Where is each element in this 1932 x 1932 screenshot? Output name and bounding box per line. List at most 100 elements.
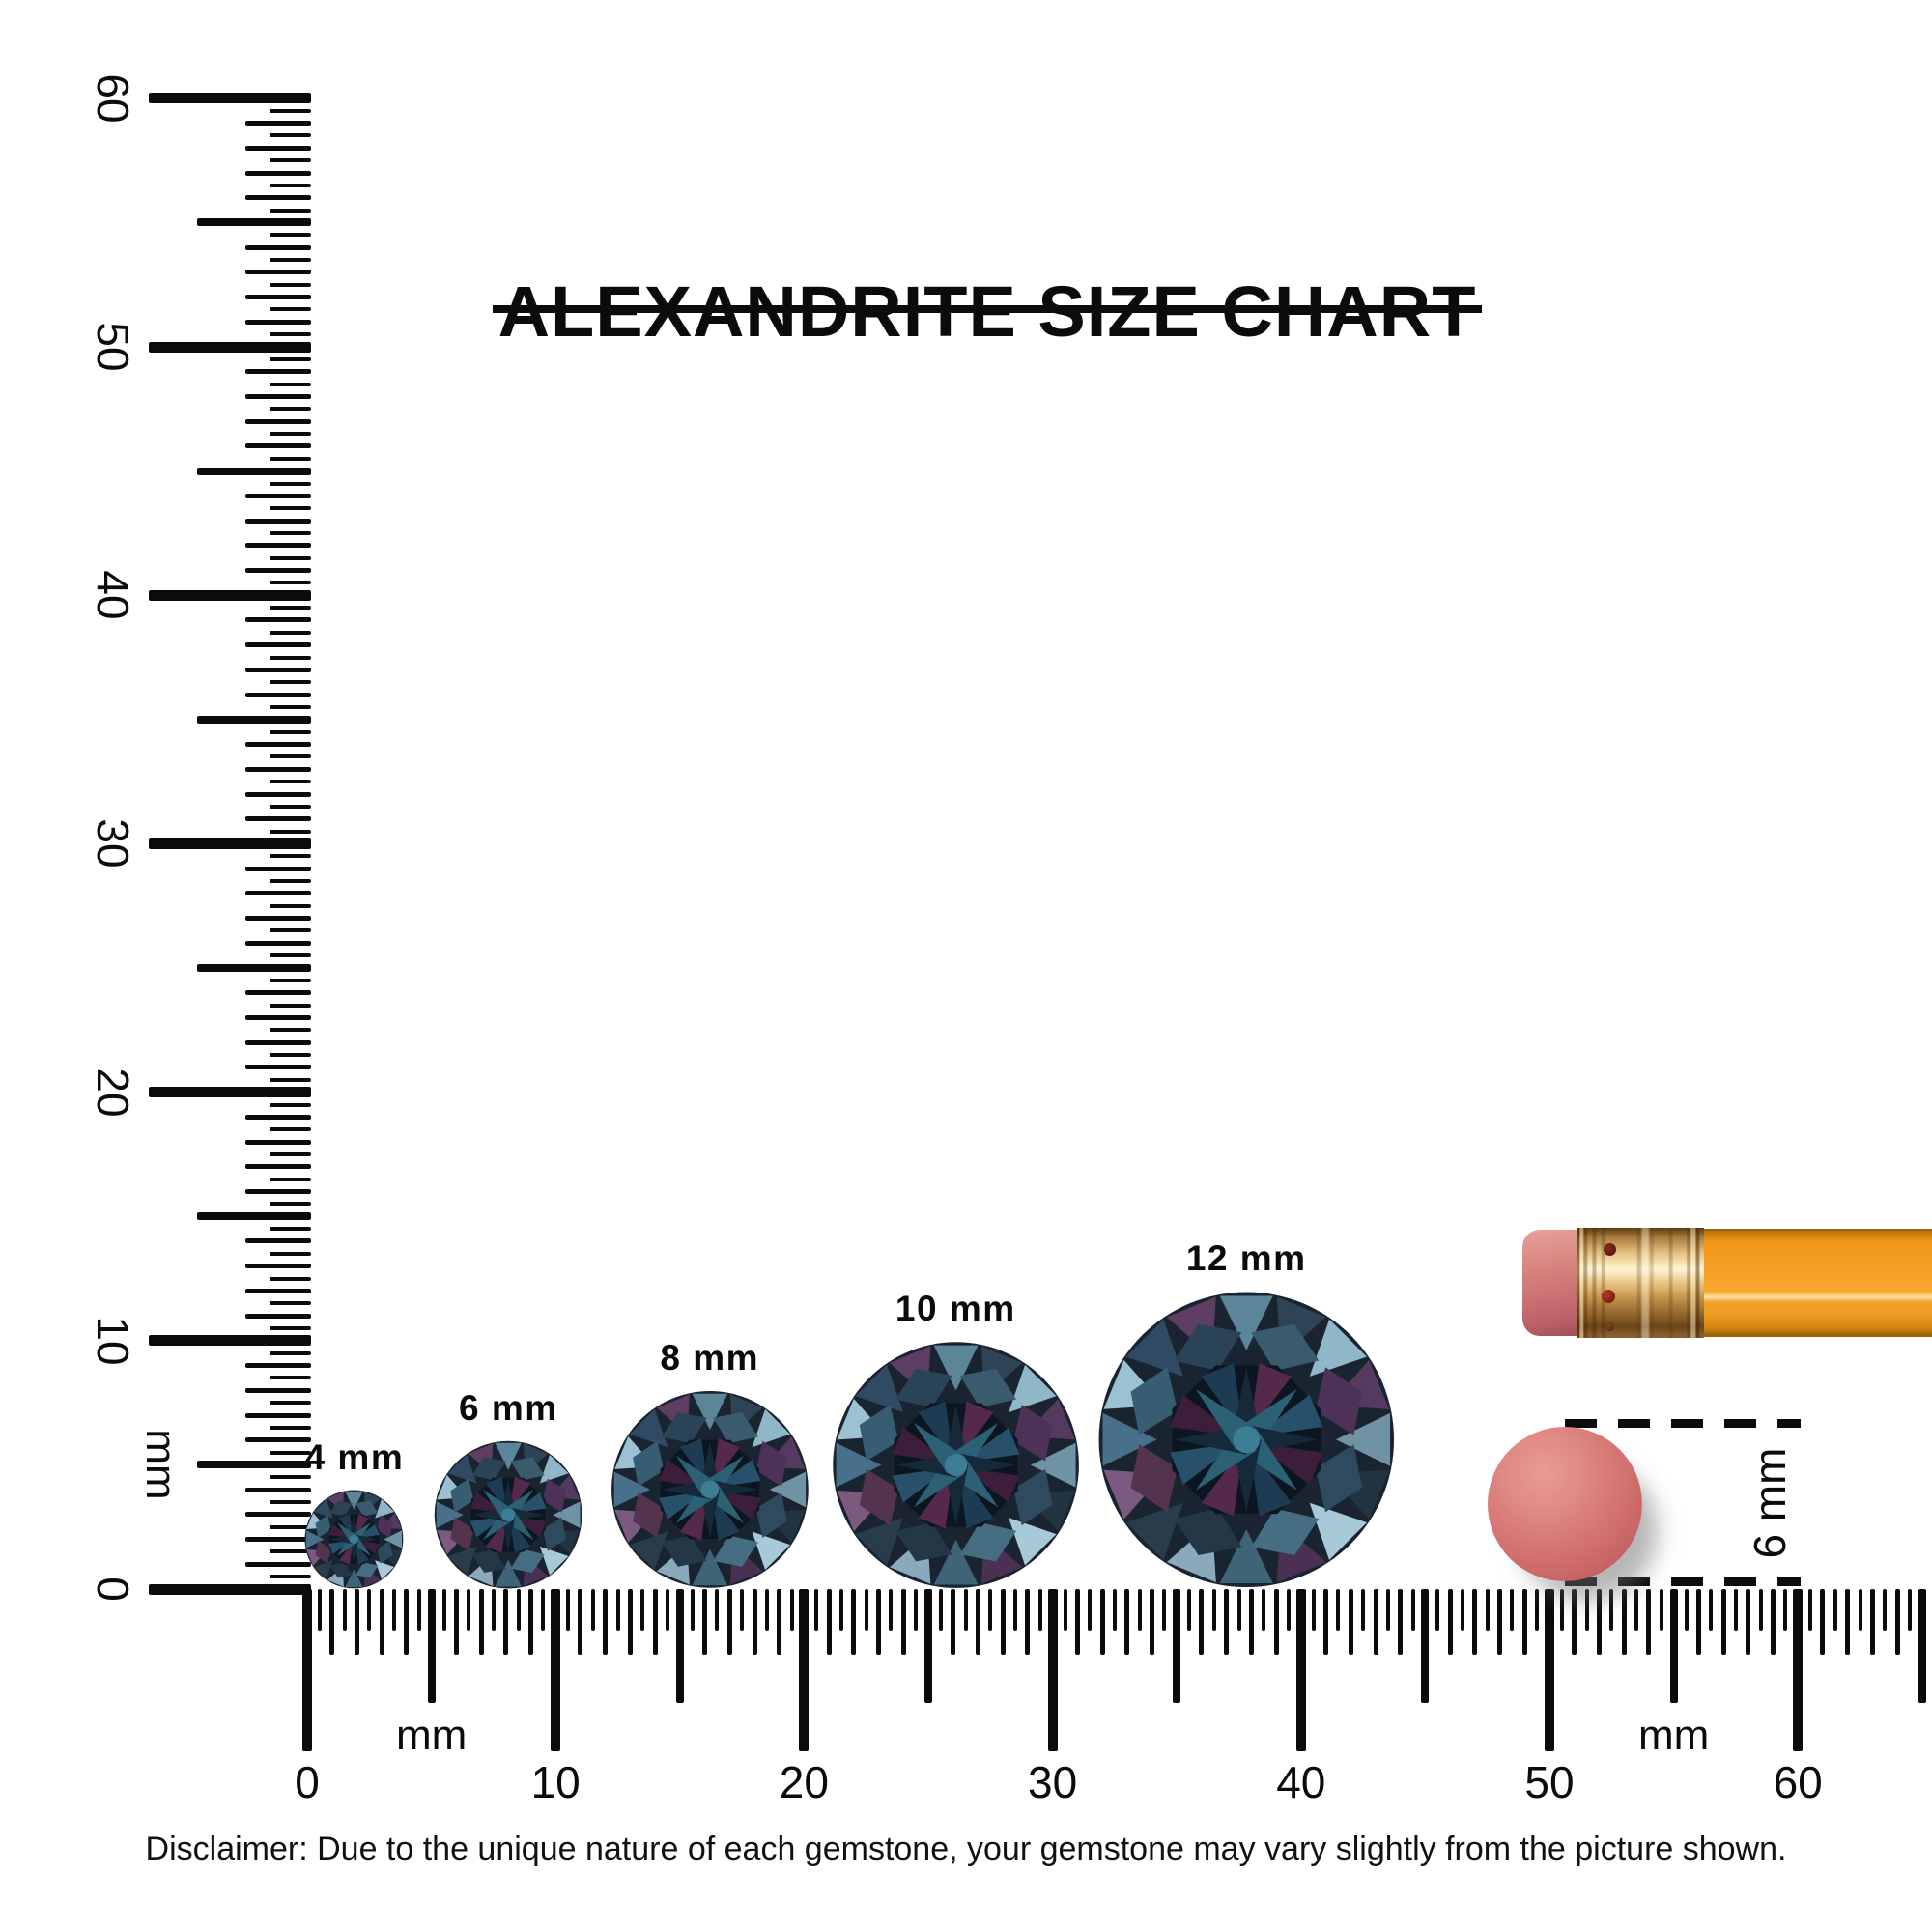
- ruler-tick: [245, 1114, 311, 1120]
- ruler-tick: [270, 382, 311, 386]
- ruler-tick: [245, 443, 311, 449]
- ruler-tick: [302, 1589, 312, 1751]
- ruler-number: 0: [88, 1577, 138, 1602]
- ruler-tick: [1385, 1589, 1390, 1631]
- ruler-tick: [245, 1139, 311, 1145]
- ruler-tick: [551, 1589, 561, 1751]
- ruler-tick: [467, 1589, 471, 1631]
- ruler-tick: [379, 1589, 384, 1655]
- ruler-tick: [1037, 1589, 1042, 1631]
- ruler-tick: [1262, 1589, 1266, 1631]
- pencil: [1522, 1228, 1932, 1338]
- ruler-tick: [777, 1589, 782, 1655]
- ruler-tick: [1535, 1589, 1540, 1631]
- ruler-tick: [1497, 1589, 1503, 1655]
- ruler-tick: [1820, 1589, 1826, 1655]
- ruler-tick: [245, 295, 311, 300]
- ruler-tick: [1137, 1589, 1142, 1631]
- ruler-tick: [900, 1589, 906, 1655]
- ruler-tick: [876, 1589, 882, 1655]
- ruler-tick: [270, 606, 311, 611]
- ruler-tick: [1845, 1589, 1851, 1655]
- ruler-tick: [245, 543, 311, 549]
- ruler-tick: [270, 133, 311, 138]
- ruler-tick: [404, 1589, 410, 1655]
- ruler-tick: [1609, 1589, 1614, 1631]
- ruler-tick: [1545, 1589, 1554, 1751]
- ruler-tick: [245, 1238, 311, 1244]
- ruler-tick: [270, 530, 311, 535]
- ruler-tick: [1771, 1589, 1776, 1655]
- ruler-tick: [270, 1028, 311, 1033]
- ruler-tick: [245, 1537, 311, 1543]
- ruler-tick: [270, 680, 311, 685]
- ruler-tick: [270, 903, 311, 908]
- ruler-tick: [245, 121, 311, 126]
- ruler-tick: [392, 1589, 396, 1631]
- ruler-tick: [1669, 1589, 1678, 1703]
- ruler-tick: [541, 1589, 546, 1631]
- ruler-tick: [270, 506, 311, 511]
- ruler-tick: [245, 568, 311, 573]
- ruler-tick: [270, 307, 311, 312]
- ruler-tick: [245, 145, 311, 151]
- gem-svg: [832, 1342, 1079, 1588]
- ruler-tick: [453, 1589, 459, 1655]
- ruler-tick: [1323, 1589, 1328, 1655]
- ruler-number: 10: [530, 1757, 581, 1807]
- ruler-tick: [245, 1561, 311, 1567]
- ruler-tick: [197, 964, 311, 972]
- ruler-tick: [270, 729, 311, 734]
- ruler-tick: [1348, 1589, 1353, 1655]
- ruler-tick: [1112, 1589, 1117, 1631]
- ruler-tick: [1361, 1589, 1366, 1631]
- ruler-tick: [270, 978, 311, 982]
- gem-svg: [434, 1440, 582, 1589]
- ruler-tick: [1224, 1589, 1230, 1655]
- pencil-body: [1704, 1229, 1932, 1337]
- ruler-tick: [1461, 1589, 1464, 1631]
- dashed-line-top: [1565, 1419, 1801, 1428]
- ruler-tick: [270, 555, 311, 560]
- ruler-tick: [270, 1549, 311, 1554]
- ruler-number: 30: [1028, 1757, 1078, 1807]
- gem-size-label: 8 mm: [660, 1338, 760, 1378]
- ruler-number: 0: [295, 1757, 320, 1807]
- ruler-tick: [951, 1589, 956, 1655]
- ruler-tick: [789, 1589, 794, 1631]
- ruler-tick: [1783, 1589, 1788, 1631]
- ruler-tick: [1074, 1589, 1080, 1655]
- ruler-tick: [245, 617, 311, 623]
- ruler-tick: [245, 667, 311, 672]
- ruler-tick: [245, 1039, 311, 1045]
- ruler-tick: [1398, 1589, 1404, 1655]
- gem-size-label: 10 mm: [895, 1288, 1016, 1328]
- ruler-tick: [1621, 1589, 1627, 1655]
- ruler-tick: [1584, 1589, 1589, 1631]
- ruler-tick: [149, 1335, 311, 1347]
- ruler-tick: [1758, 1589, 1763, 1631]
- ruler-tick: [1596, 1589, 1602, 1655]
- ruler-tick: [478, 1589, 484, 1655]
- ruler-tick: [270, 158, 311, 163]
- ruler-tick: [1211, 1589, 1216, 1631]
- ruler-tick: [245, 891, 311, 896]
- ruler-tick: [270, 953, 311, 958]
- ruler-tick: [1646, 1589, 1652, 1655]
- ruler-tick: [1286, 1589, 1291, 1631]
- ruler-tick: [149, 589, 311, 601]
- ruler-tick: [245, 1164, 311, 1170]
- ruler-tick: [197, 1461, 311, 1469]
- ruler-tick: [245, 393, 311, 399]
- ruler-tick: [740, 1589, 745, 1631]
- ruler-tick: [1047, 1589, 1058, 1751]
- ferrule-rivet-dot: [1602, 1290, 1615, 1303]
- ruler-tick: [245, 1264, 311, 1269]
- ruler-tick: [1485, 1589, 1490, 1631]
- ruler-tick: [652, 1589, 658, 1655]
- ruler-tick: [197, 467, 311, 475]
- ruler-tick: [1373, 1589, 1378, 1655]
- ruler-tick: [270, 282, 311, 287]
- ruler-tick: [270, 1301, 311, 1306]
